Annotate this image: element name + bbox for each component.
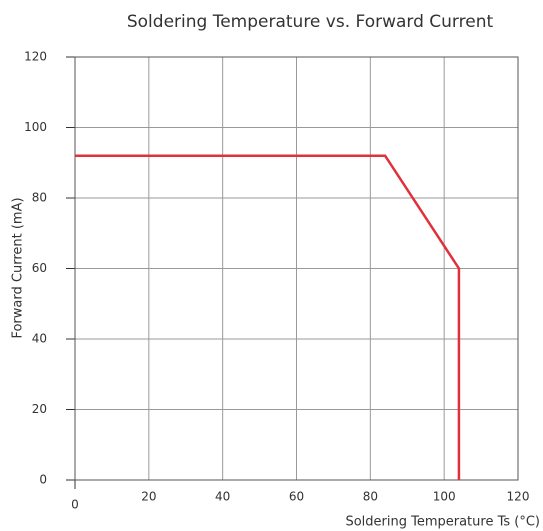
plot-frame <box>74 56 519 481</box>
chart-title: Soldering Temperature vs. Forward Curren… <box>127 12 494 32</box>
y-tick-label: 100 <box>24 120 47 134</box>
y-tick-label: 0 <box>39 473 47 487</box>
x-tick-label: 120 <box>507 490 530 504</box>
y-tick-label: 20 <box>32 402 47 416</box>
y-axis-label: Forward Current (mA) <box>11 197 26 338</box>
x-tick-label: 60 <box>289 490 304 504</box>
y-tick-label: 80 <box>32 191 47 205</box>
series-line <box>75 154 461 480</box>
x-tick-label: 40 <box>215 490 230 504</box>
x-tick-label: 100 <box>433 490 456 504</box>
x-tick-label: 20 <box>141 490 156 504</box>
y-tick-label: 60 <box>32 261 47 275</box>
x-tick-label: 0 <box>71 498 79 512</box>
x-tick-label: 80 <box>363 490 378 504</box>
y-tick-label: 120 <box>24 50 47 64</box>
x-axis-label: Soldering Temperature Ts (°C) <box>345 515 540 530</box>
y-tick-label: 40 <box>32 332 47 346</box>
